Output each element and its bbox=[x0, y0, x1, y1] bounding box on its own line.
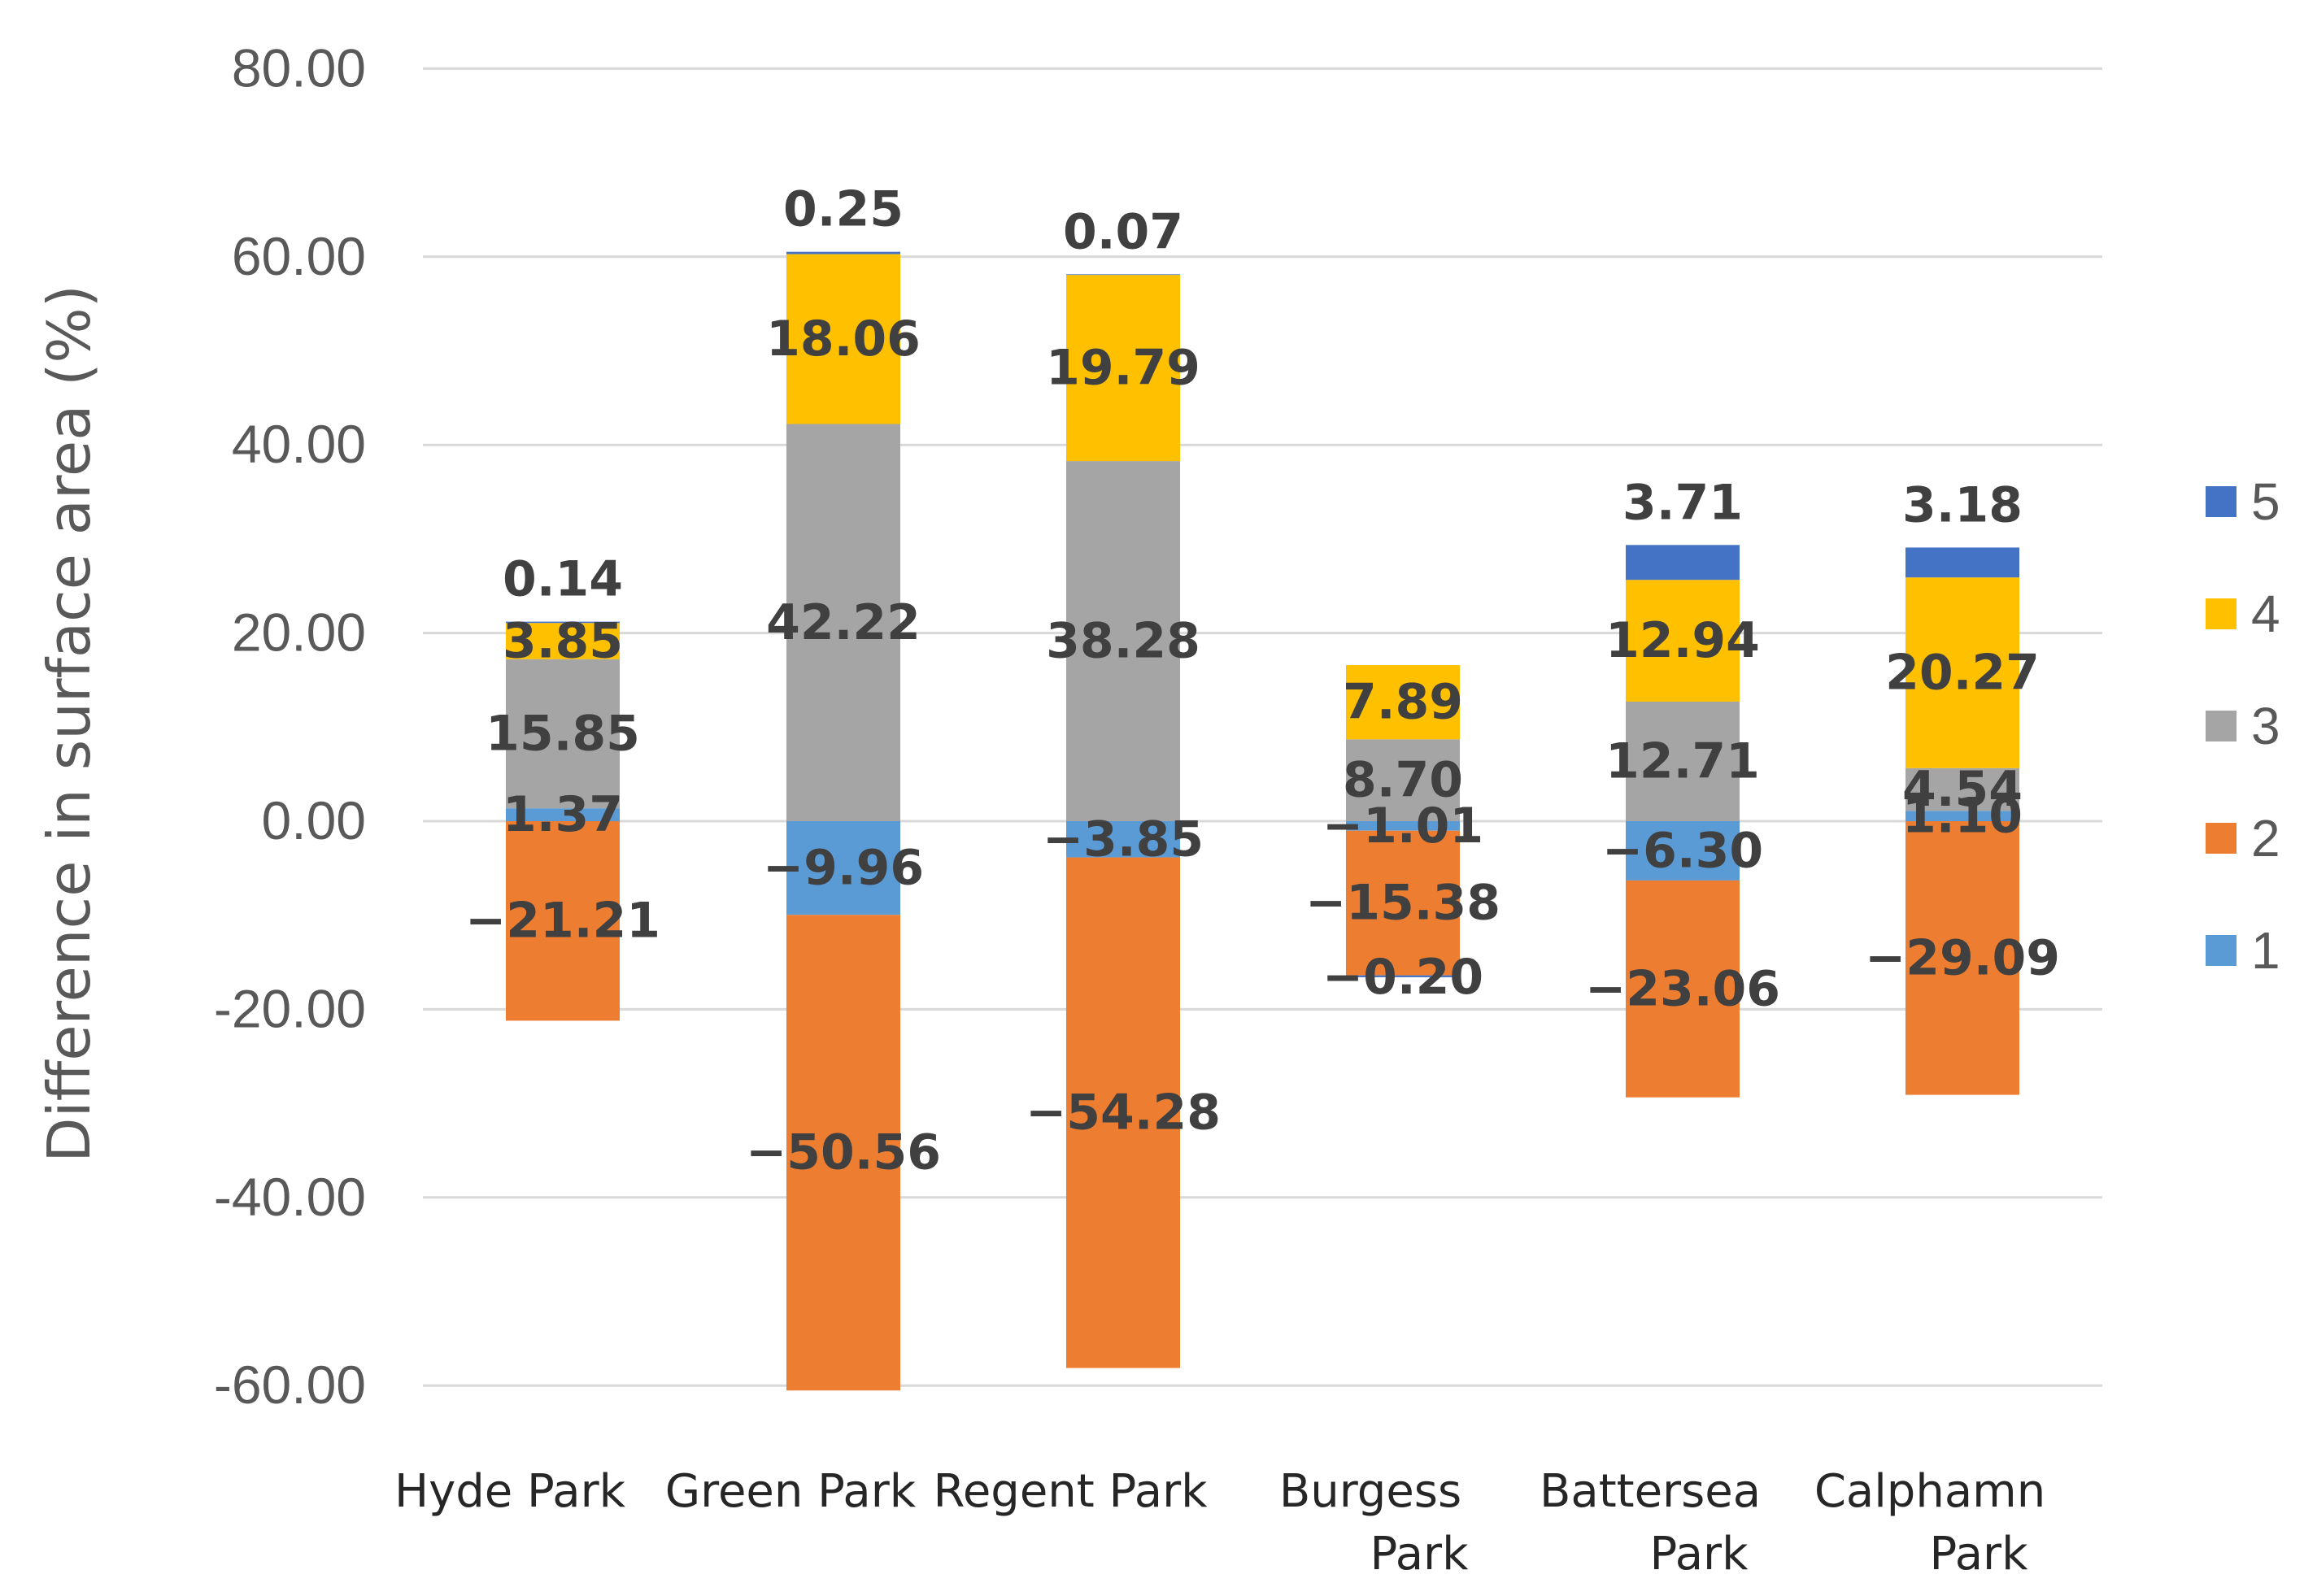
data-label: 3.85 bbox=[503, 612, 623, 669]
data-label: 7.89 bbox=[1343, 674, 1463, 731]
data-label: 12.71 bbox=[1605, 733, 1760, 789]
data-label: 0.07 bbox=[1063, 203, 1183, 260]
bar-segment bbox=[1905, 768, 2019, 811]
legend-swatch bbox=[2206, 598, 2236, 629]
bar-segment bbox=[786, 821, 900, 915]
y-tick-label: -60.00 bbox=[214, 1355, 366, 1415]
data-label: 4.54 bbox=[1902, 761, 2023, 818]
gridlines bbox=[423, 67, 2102, 1387]
legend-label: 2 bbox=[2251, 809, 2280, 868]
data-label: −0.20 bbox=[1322, 949, 1483, 1006]
x-category-label: Hyde Park bbox=[394, 1465, 626, 1518]
bar-segment bbox=[1346, 830, 1460, 976]
data-label: 0.14 bbox=[503, 551, 623, 608]
bar-segment bbox=[786, 424, 900, 821]
data-label: 8.70 bbox=[1343, 752, 1463, 809]
data-label: 12.94 bbox=[1605, 612, 1760, 669]
data-label: −23.06 bbox=[1585, 960, 1780, 1017]
bar-segment bbox=[1346, 665, 1460, 740]
x-category-label: Park bbox=[1929, 1528, 2028, 1581]
y-tick-label: 60.00 bbox=[232, 226, 366, 286]
data-label: 15.85 bbox=[486, 705, 640, 762]
bar-segment bbox=[1066, 275, 1180, 462]
bar-segment bbox=[506, 821, 620, 1021]
y-tick-label: -20.00 bbox=[214, 978, 366, 1038]
data-label: 18.06 bbox=[766, 311, 921, 367]
bar-segment bbox=[1905, 811, 2019, 821]
legend-label: 3 bbox=[2251, 697, 2280, 755]
data-label: 19.79 bbox=[1046, 340, 1200, 397]
bar-segment bbox=[506, 659, 620, 809]
bar-segment bbox=[1066, 857, 1180, 1368]
data-label: 1.37 bbox=[503, 786, 623, 843]
bar-segment bbox=[786, 254, 900, 424]
y-axis-ticks: 80.00 60.00 40.00 20.00 0.00 -20.00 -40.00 -60.… bbox=[214, 37, 366, 1415]
x-axis-categories: Hyde Park Green Park Regent Park Burgess Par… bbox=[394, 1465, 2045, 1581]
y-tick-label: 20.00 bbox=[232, 602, 366, 663]
data-label: −3.85 bbox=[1043, 811, 1204, 868]
bar-segment bbox=[1066, 461, 1180, 821]
x-category-label: Regent Park bbox=[933, 1465, 1208, 1518]
y-axis-title: Difference in surface area (%) bbox=[35, 285, 103, 1163]
bar-segment bbox=[1066, 274, 1180, 276]
legend-label: 5 bbox=[2251, 472, 2280, 531]
data-label: 42.22 bbox=[766, 594, 921, 651]
legend-label: 1 bbox=[2251, 921, 2280, 980]
bar-segment bbox=[1346, 821, 1460, 831]
bar-segment bbox=[1626, 821, 1740, 881]
data-label: −9.96 bbox=[763, 840, 924, 897]
data-label: −50.56 bbox=[746, 1124, 941, 1181]
data-label: −1.01 bbox=[1322, 798, 1483, 855]
bar-segment bbox=[1066, 821, 1180, 858]
data-label: 3.71 bbox=[1622, 474, 1743, 531]
x-category-label: Burgess bbox=[1279, 1465, 1461, 1518]
bar-segment bbox=[1905, 547, 2019, 578]
bar-segment bbox=[1905, 821, 2019, 1095]
bars bbox=[506, 251, 2019, 1391]
legend-swatch bbox=[2206, 486, 2236, 517]
data-label: −15.38 bbox=[1305, 875, 1500, 932]
data-label: −21.21 bbox=[465, 893, 660, 950]
data-label: 20.27 bbox=[1885, 644, 2040, 701]
bar-segment bbox=[1626, 701, 1740, 821]
y-tick-label: 0.00 bbox=[262, 790, 366, 850]
x-category-label: Battersea bbox=[1540, 1465, 1761, 1518]
data-label: 38.28 bbox=[1046, 613, 1200, 670]
y-tick-label: 80.00 bbox=[232, 37, 366, 98]
x-category-label: Park bbox=[1370, 1528, 1469, 1581]
data-label: −54.28 bbox=[1026, 1085, 1221, 1142]
bar-segment bbox=[506, 621, 620, 624]
legend: 5 4 3 2 1 bbox=[2206, 472, 2280, 980]
bar-segment bbox=[506, 808, 620, 821]
data-label: −29.09 bbox=[1865, 929, 2060, 986]
bar-segment bbox=[786, 251, 900, 254]
data-label: −6.30 bbox=[1602, 822, 1763, 879]
bar-segment bbox=[506, 623, 620, 659]
bar-segment bbox=[1346, 975, 1460, 977]
y-tick-label: 40.00 bbox=[232, 414, 366, 474]
bar-segment bbox=[1626, 545, 1740, 581]
legend-swatch bbox=[2206, 823, 2236, 854]
data-label: 1.10 bbox=[1902, 788, 2023, 845]
x-category-label: Green Park bbox=[665, 1465, 917, 1518]
bar-segment bbox=[1346, 739, 1460, 821]
x-category-label: Park bbox=[1649, 1528, 1749, 1581]
bar-segment bbox=[1626, 580, 1740, 702]
bar-segment bbox=[1905, 577, 2019, 768]
data-label: 0.25 bbox=[783, 181, 904, 238]
data-label: 3.18 bbox=[1902, 476, 2023, 533]
legend-label: 4 bbox=[2251, 585, 2280, 643]
y-tick-label: -40.00 bbox=[214, 1167, 366, 1227]
legend-swatch bbox=[2206, 935, 2236, 966]
data-labels: 1.37 −21.21 15.85 3.850.14 −9.96 −50.56 42.22 1… bbox=[465, 181, 2060, 1181]
x-category-label: Calphamn bbox=[1814, 1465, 2045, 1518]
bar-segment bbox=[786, 915, 900, 1391]
bar-segment bbox=[1626, 880, 1740, 1098]
legend-swatch bbox=[2206, 711, 2236, 741]
